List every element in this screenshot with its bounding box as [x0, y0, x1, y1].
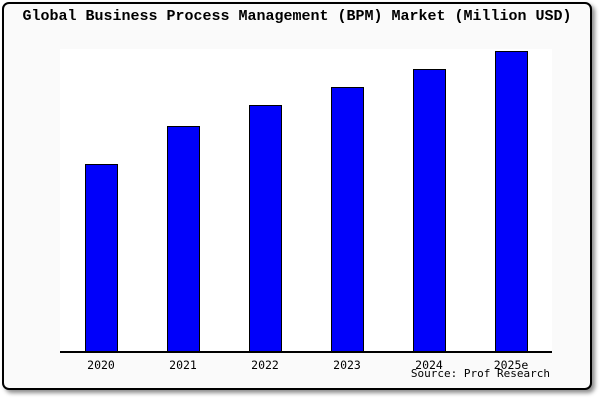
bar-2025e	[494, 50, 528, 351]
x-tick-label: 2022	[251, 358, 279, 372]
bar-slot	[142, 49, 224, 351]
bars-container	[60, 49, 552, 351]
bar-slot	[388, 49, 470, 351]
chart-title: Global Business Process Management (BPM)…	[22, 8, 572, 25]
source-credit: Source: Prof Research	[410, 367, 550, 380]
bar-slot	[224, 49, 306, 351]
plot-area	[60, 49, 552, 353]
bar-2023	[330, 86, 364, 351]
bar-2024	[412, 68, 446, 351]
bar-2021	[166, 126, 200, 351]
x-tick-label: 2025e	[493, 358, 529, 372]
x-tick-label: 2023	[333, 358, 361, 372]
bar-2022	[248, 104, 282, 351]
bar-slot	[306, 49, 388, 351]
x-tick-label: 2021	[169, 358, 197, 372]
bar-slot	[60, 49, 142, 351]
x-tick-label: 2024	[415, 358, 443, 372]
bar-slot	[470, 49, 552, 351]
x-tick-label: 2020	[87, 358, 115, 372]
x-axis-labels: 2020 2021 2022 2023 2024 2025e	[60, 355, 552, 372]
chart-frame: Global Business Process Management (BPM)…	[2, 2, 592, 390]
bar-2020	[84, 163, 118, 351]
